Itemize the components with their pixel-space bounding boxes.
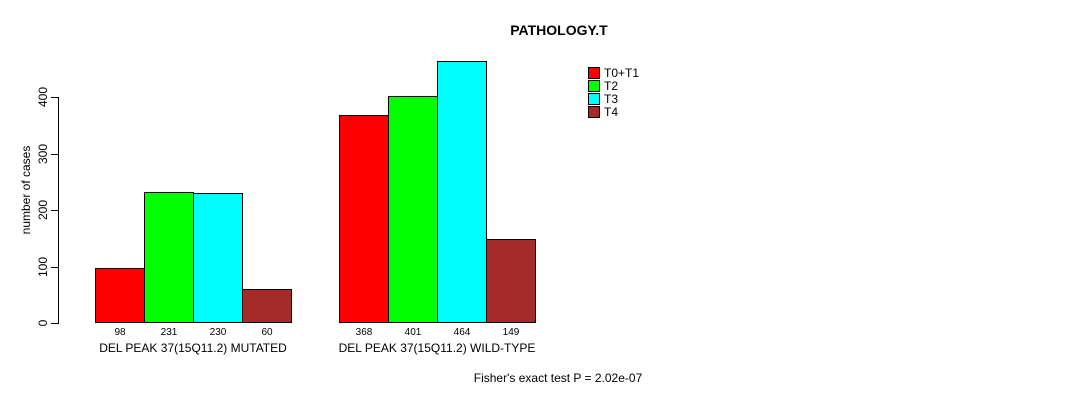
bar-t0-t1-group2 [339, 115, 389, 323]
bar-value-label: 98 [114, 327, 126, 338]
category-label: DEL PEAK 37(15Q11.2) WILD-TYPE [338, 341, 536, 355]
legend-label: T2 [604, 78, 619, 93]
legend-swatch-icon [588, 105, 600, 118]
bar-value-label: 230 [209, 327, 227, 338]
fisher-test-note: Fisher's exact test P = 2.02e-07 [473, 371, 643, 385]
y-tick [51, 97, 58, 98]
y-tick [51, 210, 58, 211]
legend-label: T0+T1 [604, 65, 640, 80]
bar-t0-t1-group1 [95, 268, 145, 323]
legend-item: T2 [588, 78, 639, 93]
bar-t4-group2 [486, 239, 536, 323]
y-tick [51, 154, 58, 155]
legend-swatch-icon [588, 66, 600, 79]
y-tick [51, 323, 58, 324]
legend-item: T0+T1 [588, 65, 640, 80]
legend-swatch-icon [588, 79, 600, 92]
y-tick [51, 267, 58, 268]
bar-value-label: 464 [453, 327, 471, 338]
bar-t2-group2 [388, 96, 438, 323]
legend-item: T3 [588, 91, 639, 106]
bar-value-label: 401 [404, 327, 422, 338]
bar-t2-group1 [144, 192, 194, 323]
bar-t3-group2 [437, 61, 487, 323]
y-tick-label: 400 [36, 86, 50, 108]
bar-value-label: 149 [502, 327, 520, 338]
y-tick-label: 100 [36, 256, 50, 278]
y-tick-label: 200 [36, 199, 50, 221]
y-axis-line [58, 97, 59, 324]
chart-title: PATHOLOGY.T [510, 22, 608, 38]
legend-swatch-icon [588, 92, 600, 105]
category-label: DEL PEAK 37(15Q11.2) MUTATED [99, 341, 287, 355]
legend-label: T4 [604, 104, 619, 119]
bar-value-label: 60 [261, 327, 273, 338]
bar-t4-group1 [242, 289, 292, 323]
bar-t3-group1 [193, 193, 243, 323]
legend-item: T4 [588, 104, 639, 119]
legend-label: T3 [604, 91, 619, 106]
bar-value-label: 368 [355, 327, 373, 338]
y-tick-label: 300 [36, 143, 50, 165]
y-tick-label: 0 [36, 319, 50, 327]
legend: T0+T1 T2 T3 T4 [588, 65, 640, 119]
bar-value-label: 231 [160, 327, 178, 338]
